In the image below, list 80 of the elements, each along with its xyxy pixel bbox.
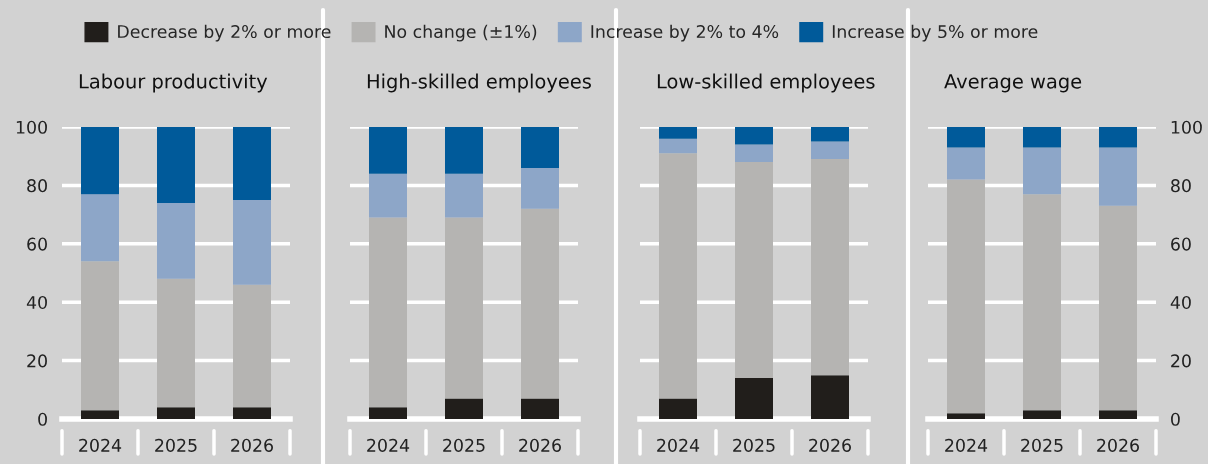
x-tick-label: 2024 (657, 438, 700, 452)
y-tick-label: 60 (27, 237, 47, 251)
y-tick-label: 100 (16, 120, 47, 134)
bar (947, 147, 985, 180)
bar (1023, 194, 1061, 411)
bar (445, 127, 483, 174)
bar (947, 413, 985, 419)
x-tick-label: 2025 (1021, 438, 1063, 452)
x-tick-label: 2024 (367, 438, 410, 452)
bar (369, 217, 407, 408)
bar (1023, 147, 1061, 195)
bar (659, 127, 697, 139)
x-tick-label: 2026 (1097, 438, 1139, 452)
bar (521, 398, 559, 419)
bar (521, 127, 559, 168)
y-tick-label: 0 (38, 412, 47, 426)
y-tick-label: 40 (1170, 295, 1191, 310)
bar (81, 410, 119, 419)
bar (233, 127, 271, 200)
bar (369, 127, 407, 174)
bar (659, 138, 697, 154)
chart-title: Labour productivity (79, 73, 268, 93)
x-tick-label: 2025 (443, 438, 485, 452)
bar (811, 375, 849, 419)
y-tick-label: 40 (26, 295, 47, 310)
bar (735, 162, 773, 379)
y-tick-label: 100 (1171, 120, 1202, 134)
y-tick-label: 80 (1171, 179, 1191, 193)
bar (369, 407, 407, 419)
bar (735, 144, 773, 163)
chart-title: High-skilled employees (367, 73, 591, 93)
bar (811, 159, 849, 376)
bar (157, 278, 195, 408)
bar (157, 407, 195, 419)
x-tick-label: 2025 (155, 438, 197, 452)
x-tick-label: 2026 (519, 438, 561, 452)
bar (659, 153, 697, 399)
bar (1023, 410, 1061, 419)
legend-label: Decrease by 2% or more (118, 24, 331, 42)
bar (233, 284, 271, 408)
bar (445, 398, 483, 419)
y-tick-label: 0 (1171, 412, 1180, 426)
chart-title: Low-skilled employees (657, 73, 875, 93)
bar (811, 127, 849, 142)
chart-title: Average wage (944, 74, 1082, 93)
bar (369, 173, 407, 218)
bar (1023, 127, 1061, 148)
bar (81, 127, 119, 195)
y-tick-label: 60 (1171, 237, 1191, 251)
y-tick-label: 20 (27, 354, 47, 368)
bar (947, 127, 985, 148)
legend-label: Increase by 2% to 4% (591, 24, 779, 42)
bar (811, 141, 849, 160)
bar (1099, 410, 1137, 419)
bar (445, 173, 483, 218)
bar (157, 127, 195, 203)
bar (157, 202, 195, 279)
x-tick-label: 2025 (733, 438, 775, 452)
y-tick-label: 80 (27, 179, 47, 193)
x-tick-label: 2026 (809, 438, 851, 452)
x-tick-label: 2024 (79, 438, 122, 452)
bar (947, 179, 985, 414)
bar (659, 398, 697, 419)
bar (521, 167, 559, 209)
bar (445, 217, 483, 399)
x-tick-label: 2026 (231, 438, 273, 452)
bar (233, 200, 271, 285)
bar (1099, 147, 1137, 206)
legend-label: No change (±1%) (385, 24, 537, 42)
bar (521, 208, 559, 399)
bar (81, 194, 119, 262)
legend-label: Increase by 5% or more (832, 24, 1038, 42)
bar (233, 407, 271, 419)
bar (81, 261, 119, 411)
bar (1099, 205, 1137, 411)
bar (1099, 127, 1137, 148)
bar (735, 127, 773, 145)
bar (735, 378, 773, 419)
x-tick-label: 2024 (945, 438, 988, 452)
y-tick-label: 20 (1171, 354, 1191, 368)
